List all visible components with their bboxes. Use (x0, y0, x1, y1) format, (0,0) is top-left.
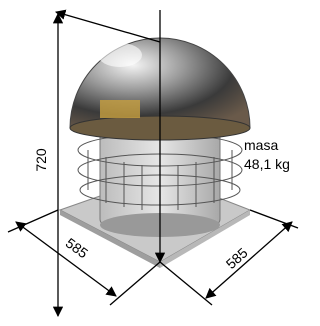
extension-line (160, 262, 212, 305)
extension-line (250, 210, 298, 228)
product-diagram: 720 585 585 masa 48,1 kg (0, 0, 307, 326)
mass-value: 48,1 kg (244, 156, 290, 172)
depth-label-left: 585 (63, 235, 91, 262)
mass-label: masa (244, 137, 278, 153)
extension-line (8, 210, 58, 232)
product-photo (60, 38, 250, 268)
depth-label-right: 585 (223, 244, 251, 272)
extension-line (56, 12, 160, 42)
extension-line (110, 262, 160, 305)
depth-dimension-right (206, 222, 292, 298)
height-label: 720 (33, 148, 49, 172)
